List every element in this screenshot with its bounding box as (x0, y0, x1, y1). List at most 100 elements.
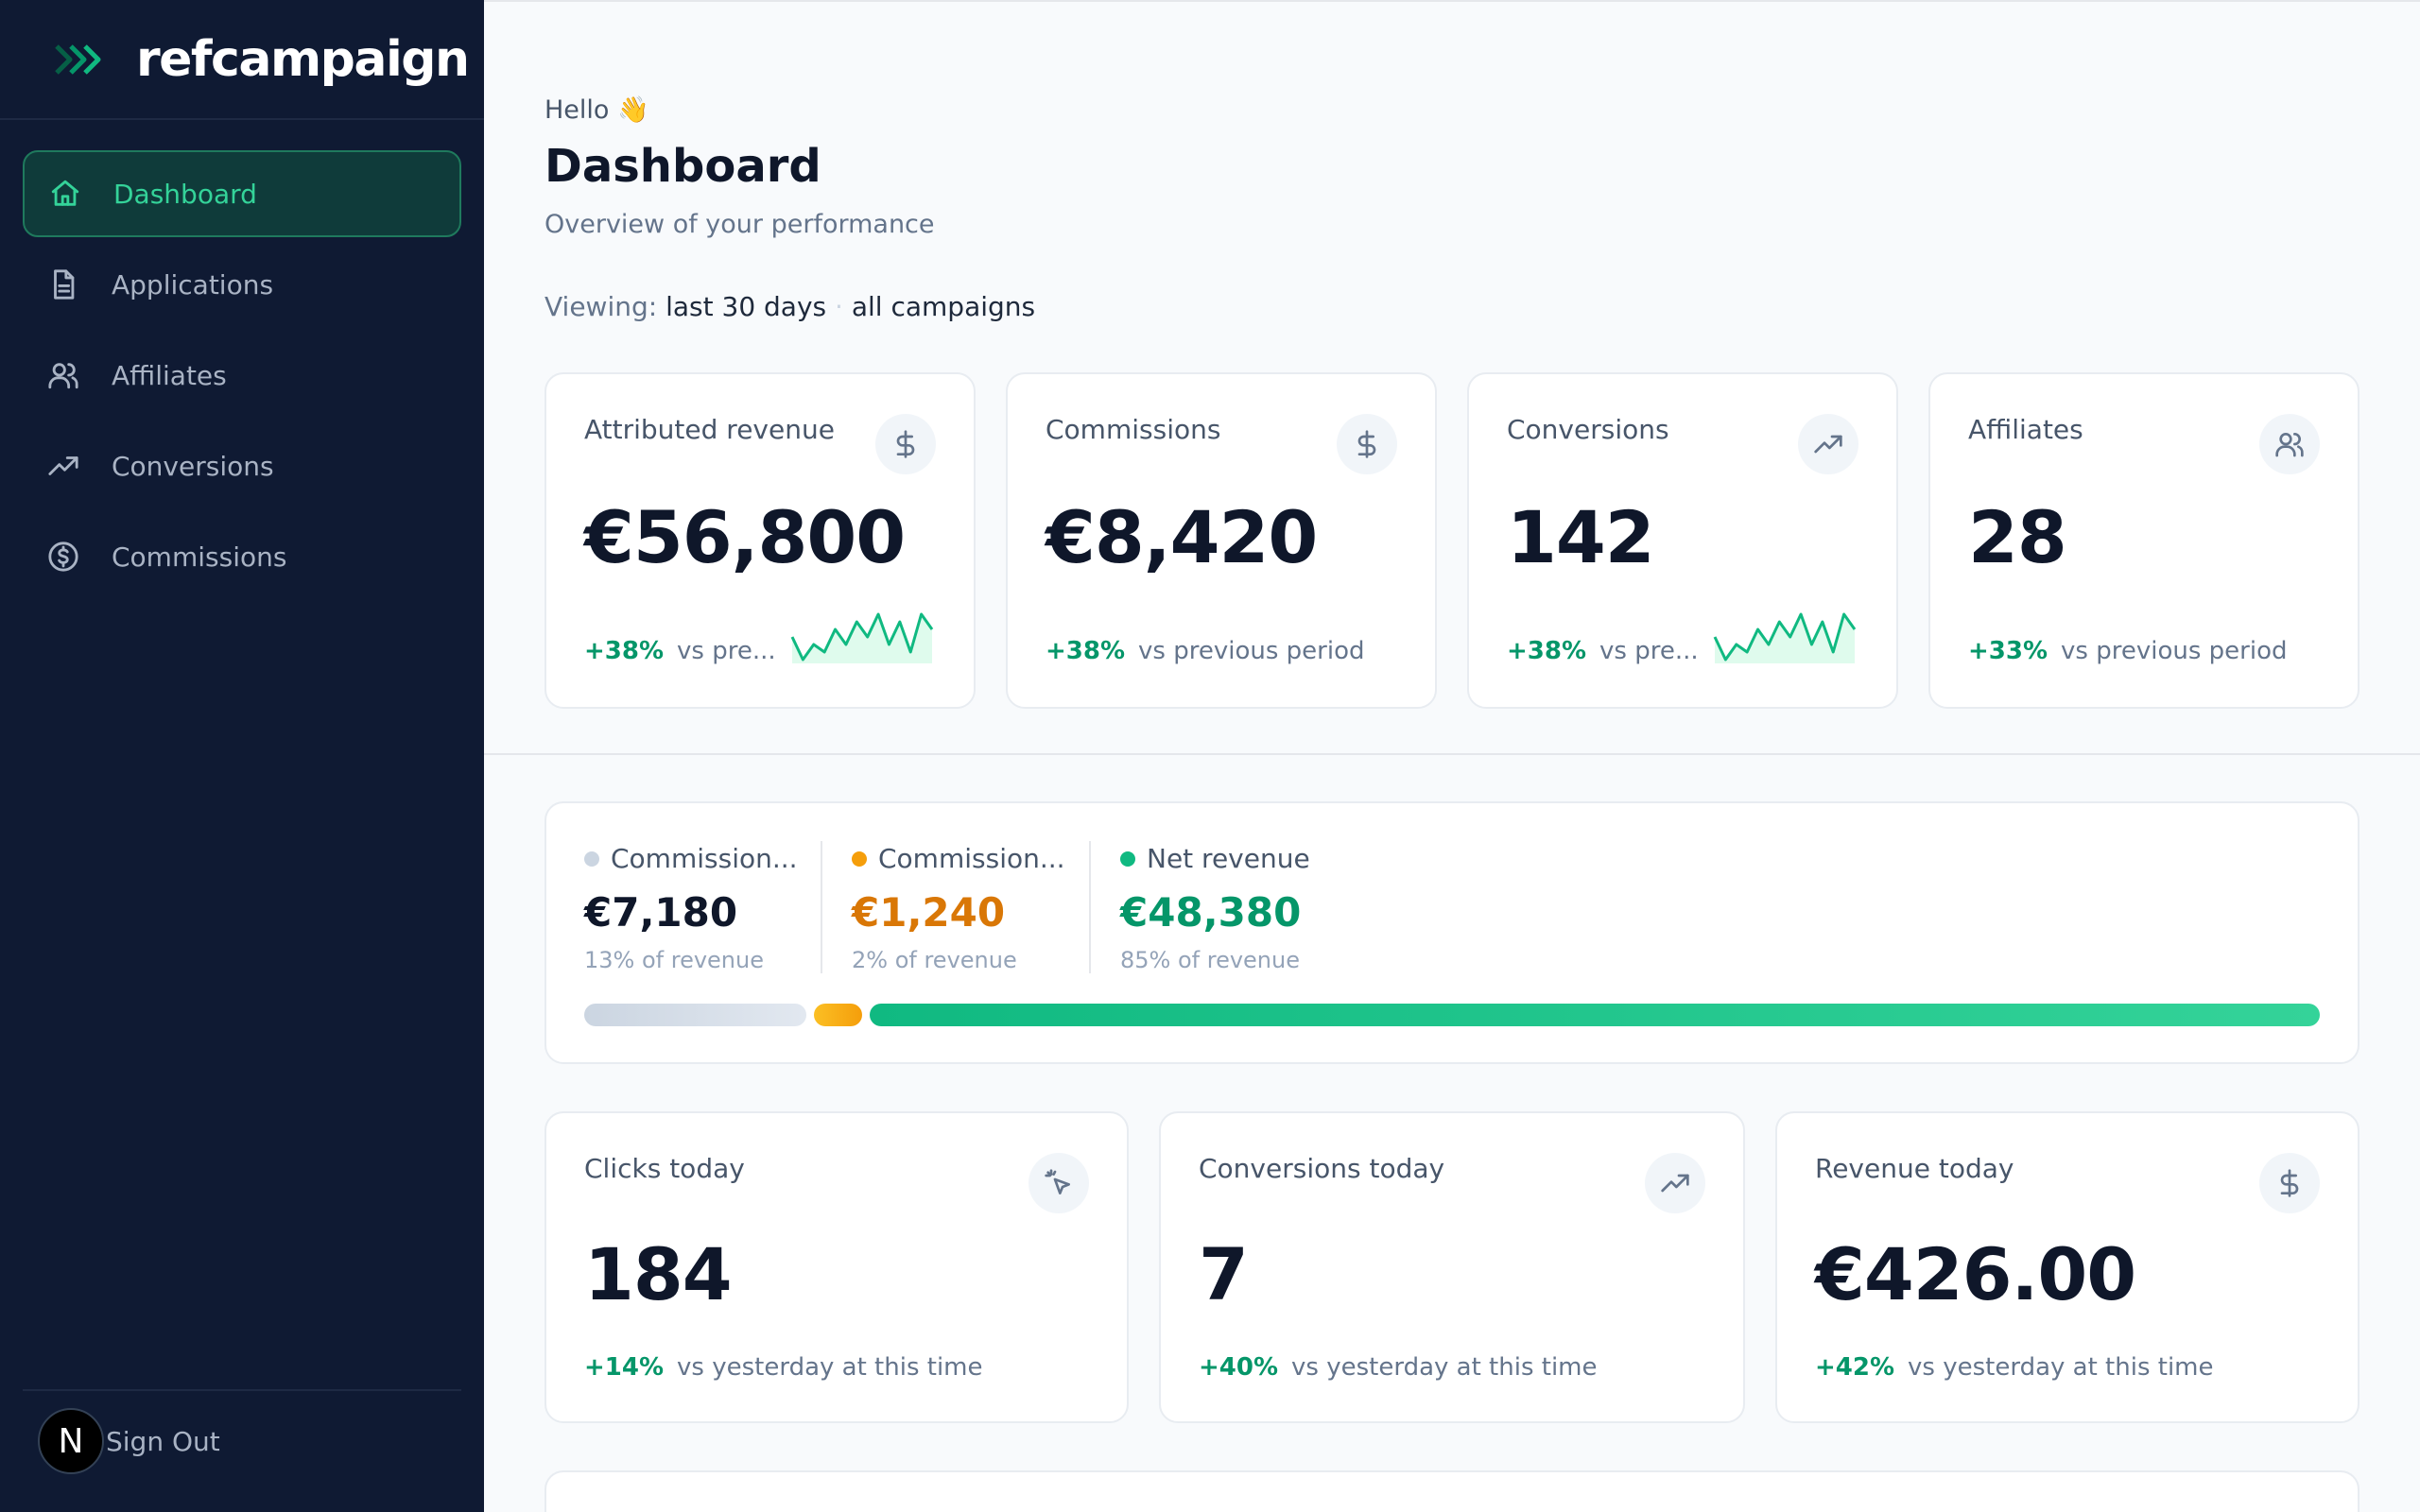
stat-value: €56,800 (584, 495, 906, 579)
sparkline-area (792, 614, 932, 663)
sidebar-item-label: Applications (112, 268, 274, 301)
breakdown-divider (821, 841, 822, 973)
delta-compare: vs yesterday at this time (1291, 1353, 1598, 1382)
sidebar-item-label: Affiliates (112, 359, 227, 391)
sign-out-label: Sign Out (106, 1425, 220, 1457)
stat-delta: +38% vs pre... (1507, 637, 1699, 665)
delta-percent: +38% (1046, 637, 1126, 665)
users-icon (2259, 414, 2320, 474)
double-chevron-logo-icon (55, 43, 101, 75)
delta-percent: +42% (1815, 1353, 1895, 1382)
breakdown-value: €48,380 (1120, 889, 1302, 936)
sidebar: refcampaign Dashboard Applications Affil… (0, 0, 484, 1512)
breakdown-share: 13% of revenue (584, 947, 764, 973)
users-icon (48, 363, 78, 389)
stat-card-attributed-revenue: Attributed revenue €56,800 +38% vs pre... (544, 372, 976, 709)
stat-delta: +14% vs yesterday at this time (584, 1353, 983, 1382)
stat-label: Affiliates (1968, 414, 2083, 445)
stat-delta: +38% vs previous period (1046, 637, 1364, 665)
breakdown-share: 85% of revenue (1120, 947, 1300, 973)
sidebar-item-label: Conversions (112, 450, 274, 482)
page-title: Dashboard (544, 140, 821, 193)
breakdown-divider (1089, 841, 1091, 973)
delta-percent: +33% (1968, 637, 2048, 665)
sidebar-item-label: Dashboard (113, 178, 257, 210)
brand-name: refcampaign (136, 30, 470, 88)
sidebar-item-conversions[interactable]: Conversions (23, 422, 461, 509)
stat-value: 184 (584, 1232, 733, 1316)
stat-value: 28 (1968, 495, 2067, 579)
stat-delta: +33% vs previous period (1968, 637, 2287, 665)
delta-percent: +40% (1199, 1353, 1279, 1382)
sparkline (1713, 612, 1857, 663)
trending-up-icon (48, 456, 78, 475)
campaign-filter[interactable]: all campaigns (851, 291, 1036, 322)
cursor-click-icon (1028, 1153, 1089, 1213)
stat-label: Clicks today (584, 1153, 745, 1184)
sparkline-line (790, 612, 934, 662)
split-bar-segment (870, 1004, 2320, 1026)
breakdown-head: Net revenue (1120, 843, 1310, 874)
breakdown-head: Commission... (852, 843, 1065, 874)
sidebar-item-dashboard[interactable]: Dashboard (23, 150, 461, 237)
delta-compare: vs yesterday at this time (1908, 1353, 2214, 1382)
sidebar-item-affiliates[interactable]: Affiliates (23, 332, 461, 419)
stat-value: 142 (1507, 495, 1655, 579)
today-card-conversions: Conversions today 7 +40% vs yesterday at … (1159, 1111, 1745, 1423)
legend-dot (852, 850, 867, 867)
home-icon (51, 180, 79, 206)
stat-value: €8,420 (1046, 495, 1318, 579)
sparkline (790, 612, 934, 663)
stat-label: Attributed revenue (584, 414, 835, 445)
breakdown-label: Commission... (878, 843, 1065, 874)
stat-label: Commissions (1046, 414, 1221, 445)
breakdown-head: Commission... (584, 843, 798, 874)
stat-delta: +38% vs pre... (584, 637, 776, 665)
today-card-clicks: Clicks today 184 +14% vs yesterday at thi… (544, 1111, 1129, 1423)
sparkline-line (1713, 612, 1857, 662)
delta-percent: +38% (1507, 637, 1587, 665)
stat-card-affiliates: Affiliates 28 +33% vs previous period (1928, 372, 2360, 709)
breakdown-item: Commission... €1,240 2% of revenue (852, 843, 1065, 973)
trending-up-icon (1645, 1153, 1705, 1213)
sign-out-button[interactable]: N Sign Out (38, 1408, 220, 1474)
legend-dot (1120, 850, 1135, 867)
greeting: Hello 👋 (544, 95, 649, 125)
split-bar-segment (813, 1004, 863, 1026)
dollar-circle-icon (48, 541, 78, 572)
sidebar-item-commissions[interactable]: Commissions (23, 513, 461, 600)
today-card-revenue: Revenue today €426.00 +42% vs yesterday a… (1775, 1111, 2360, 1423)
viewing-prefix: Viewing: (544, 291, 658, 322)
next-section-card (544, 1470, 2360, 1512)
dollar-icon (875, 414, 936, 474)
sidebar-divider (23, 1389, 461, 1391)
stat-delta: +42% vs yesterday at this time (1815, 1353, 2214, 1382)
delta-compare: vs previous period (2061, 637, 2288, 665)
breakdown-value: €7,180 (584, 889, 738, 936)
document-icon (54, 269, 75, 300)
stat-label: Revenue today (1815, 1153, 2014, 1184)
page-subtitle: Overview of your performance (544, 210, 935, 239)
breakdown-value: €1,240 (852, 889, 1006, 936)
revenue-breakdown-card: Commission... €7,180 13% of revenue Comm… (544, 801, 2360, 1064)
sidebar-item-label: Commissions (112, 541, 287, 573)
stat-card-commissions: Commissions €8,420 +38% vs previous perio… (1006, 372, 1437, 709)
breakdown-label: Commission... (611, 843, 798, 874)
sidebar-nav: Dashboard Applications Affiliates Conver… (0, 120, 484, 600)
dollar-icon (1337, 414, 1397, 474)
breakdown-share: 2% of revenue (852, 947, 1017, 973)
stat-label: Conversions (1507, 414, 1669, 445)
avatar[interactable]: N (38, 1408, 104, 1474)
delta-compare: vs pre... (1599, 637, 1699, 665)
breakdown-label: Net revenue (1147, 843, 1310, 874)
delta-percent: +14% (584, 1353, 665, 1382)
delta-compare: vs pre... (677, 637, 776, 665)
delta-compare: vs previous period (1138, 637, 1365, 665)
brand[interactable]: refcampaign (0, 0, 484, 120)
main-content: Hello 👋 Dashboard Overview of your perfo… (484, 0, 2420, 1512)
sidebar-item-applications[interactable]: Applications (23, 241, 461, 328)
breakdown-item: Net revenue €48,380 85% of revenue (1120, 843, 1310, 973)
period-filter[interactable]: last 30 days (666, 291, 827, 322)
stat-delta: +40% vs yesterday at this time (1199, 1353, 1598, 1382)
top-border (484, 0, 2420, 2)
